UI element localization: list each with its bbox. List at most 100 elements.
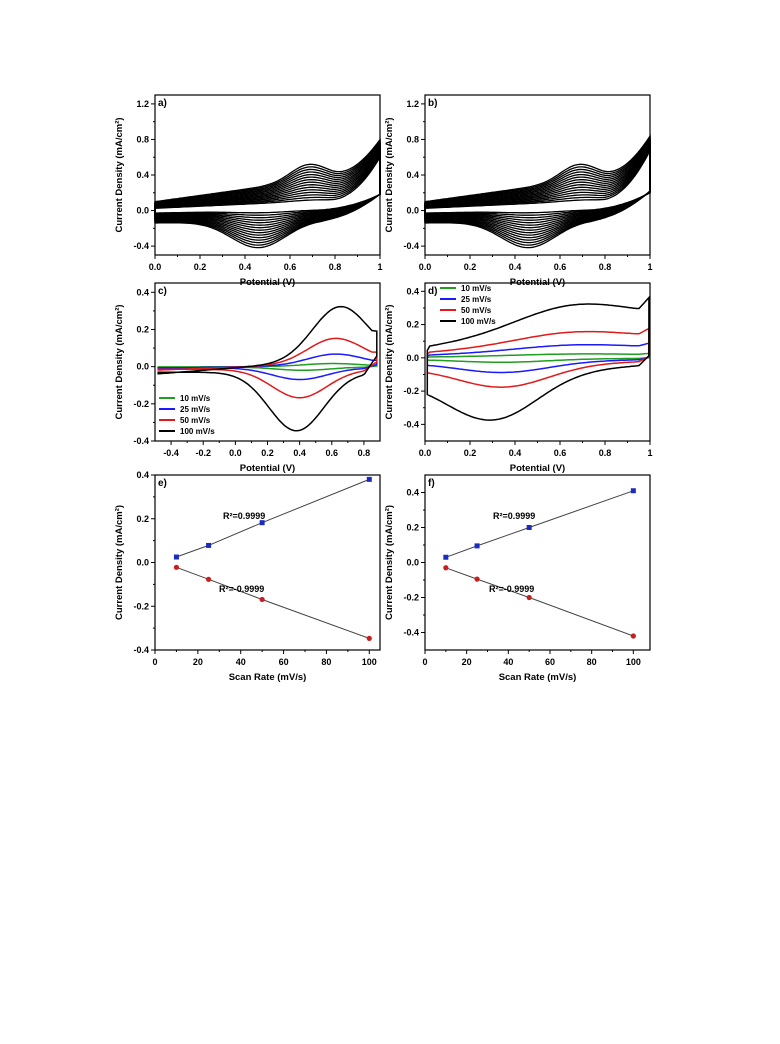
panel-a: 0.0 0.2 0.4 0.6 0.8 1-0.40.00.40.81.2Potentia…: [114, 94, 383, 288]
x-tick-label: 0.4: [239, 262, 252, 272]
y-tick-label: -0.4: [133, 645, 149, 655]
y-tick-label: 0.8: [406, 134, 419, 144]
y-tick-label: -0.4: [133, 436, 149, 446]
y-tick-label: 0.0: [136, 206, 149, 216]
y-tick-label: 0.4: [406, 170, 419, 180]
panel-label: f): [428, 478, 435, 489]
panel-c: -0.4 -0.2 0.0 0.2 0.4 0.6 0.8 -0.4 -0.2 0.0 0.2 0.4…: [114, 282, 381, 474]
x-tick-label: 20: [462, 657, 472, 667]
panel-e: 0 20 40 60 80 100 -0.4 -0.2 0.0 0.2 0.4 Scan Rate (…: [114, 470, 381, 683]
y-tick-label: 0.4: [406, 488, 419, 498]
y-tick-label: 0.2: [406, 320, 419, 330]
y-tick-label: 0.4: [136, 287, 149, 297]
y-axis-label: Current Density (mA/cm²): [114, 117, 125, 232]
x-tick-label: 1: [377, 262, 382, 272]
cathodic-point: [173, 564, 180, 570]
cathodic-point: [630, 633, 636, 639]
y-tick-label: 0.0: [136, 558, 149, 568]
y-axis-label: Current Density (mA/cm²): [384, 117, 395, 232]
x-tick-label: 0.4: [509, 262, 522, 272]
x-tick-label: 0.6: [284, 262, 297, 272]
y-axis-label: Current Density (mA/cm²): [114, 304, 125, 419]
panel-label: b): [428, 98, 437, 109]
anodic-point: [443, 554, 449, 560]
cv-cycle: [154, 137, 381, 249]
y-tick-label: 0.2: [136, 514, 149, 524]
legend-label: 10 mV/s: [180, 394, 211, 403]
y-tick-label: -0.4: [403, 241, 419, 251]
fit-line-cathodic: [176, 566, 370, 639]
legend: 10 mV/s 25 mV/s 50 mV/s 100 mV/s: [440, 284, 496, 326]
x-tick-label: 1: [647, 262, 652, 272]
x-tick-label: 0.2: [261, 448, 274, 458]
x-tick-label: 40: [503, 657, 513, 667]
y-tick-label: -0.2: [133, 601, 149, 611]
y-tick-label: 0.4: [406, 286, 419, 296]
legend-label: 50 mV/s: [461, 306, 492, 315]
y-tick-label: -0.4: [133, 241, 149, 251]
fit-line-cathodic: [445, 567, 634, 637]
y-axis-label: Current Density (mA/cm²): [384, 505, 395, 620]
y-tick-label: 0.4: [136, 470, 149, 480]
cv-curve-50mvs: [157, 337, 378, 399]
x-tick-label: 0.2: [194, 262, 207, 272]
x-tick-label: 0.8: [329, 262, 342, 272]
x-tick-label: 0.8: [599, 448, 612, 458]
anodic-point: [259, 520, 265, 526]
panel-b: 0.0 0.2 0.4 0.6 0.8 1-0.40.00.40.81.2Potentia…: [384, 94, 653, 288]
anodic-point: [206, 542, 212, 548]
x-tick-label: -0.2: [195, 448, 211, 458]
x-tick-label: 0.2: [464, 448, 477, 458]
y-axis-label: Current Density (mA/cm²): [384, 304, 395, 419]
x-tick-label: 0.6: [554, 448, 567, 458]
anodic-point: [366, 476, 372, 482]
x-tick-label: 40: [236, 657, 246, 667]
y-tick-label: 0.0: [406, 206, 419, 216]
anodic-point: [526, 525, 532, 530]
x-tick-label: -0.4: [163, 448, 179, 458]
anodic-point: [474, 543, 480, 549]
x-tick-label: 0.8: [599, 262, 612, 272]
x-tick-label: 0.0: [229, 448, 242, 458]
cv-curve-100mvs: [426, 295, 650, 421]
x-tick-label: 1: [647, 448, 652, 458]
r2-cathodic-annotation: R²=-0.9999: [489, 584, 534, 594]
legend-label: 50 mV/s: [180, 416, 211, 425]
x-tick-label: 0.6: [326, 448, 339, 458]
y-tick-label: 0.0: [406, 353, 419, 363]
x-axis-label: Scan Rate (mV/s): [499, 672, 577, 683]
fit-line-anodic: [445, 490, 634, 558]
y-tick-label: -0.2: [403, 386, 419, 396]
y-tick-label: 0.2: [406, 523, 419, 533]
legend-label: 25 mV/s: [461, 295, 492, 304]
y-tick-label: 1.2: [136, 99, 149, 109]
x-tick-label: 0.2: [464, 262, 477, 272]
cathodic-point: [526, 594, 532, 601]
cv-curve-100mvs: [157, 305, 378, 432]
panel-label: a): [158, 98, 167, 109]
x-tick-label: 100: [626, 657, 641, 667]
x-tick-label: 0.0: [419, 448, 432, 458]
plot-frame: [154, 474, 381, 651]
legend-label: 25 mV/s: [180, 405, 211, 414]
r2-anodic-annotation: R²=0.9999: [493, 511, 535, 521]
y-tick-label: 0.4: [136, 170, 149, 180]
fit-line-anodic: [176, 478, 370, 558]
cathodic-point: [474, 576, 480, 582]
anodic-point: [173, 554, 179, 560]
cathodic-point: [205, 576, 212, 582]
x-tick-label: 0.8: [358, 448, 371, 458]
x-tick-label: 60: [545, 657, 555, 667]
panel-f: 0 20 40 60 80 100 -0.4 -0.2 0.0 0.2 0.4 Scan Rate (…: [384, 474, 651, 683]
y-axis-label: Current Density (mA/cm²): [114, 505, 125, 620]
x-axis-label: Potential (V): [240, 463, 295, 474]
x-tick-label: 80: [587, 657, 597, 667]
x-tick-label: 100: [362, 657, 377, 667]
cathodic-point: [443, 565, 449, 571]
anodic-point: [630, 488, 636, 494]
x-tick-label: 0.0: [419, 262, 432, 272]
panel-label: e): [158, 478, 167, 489]
panel-label: c): [158, 286, 167, 297]
y-tick-label: -0.4: [403, 628, 419, 638]
